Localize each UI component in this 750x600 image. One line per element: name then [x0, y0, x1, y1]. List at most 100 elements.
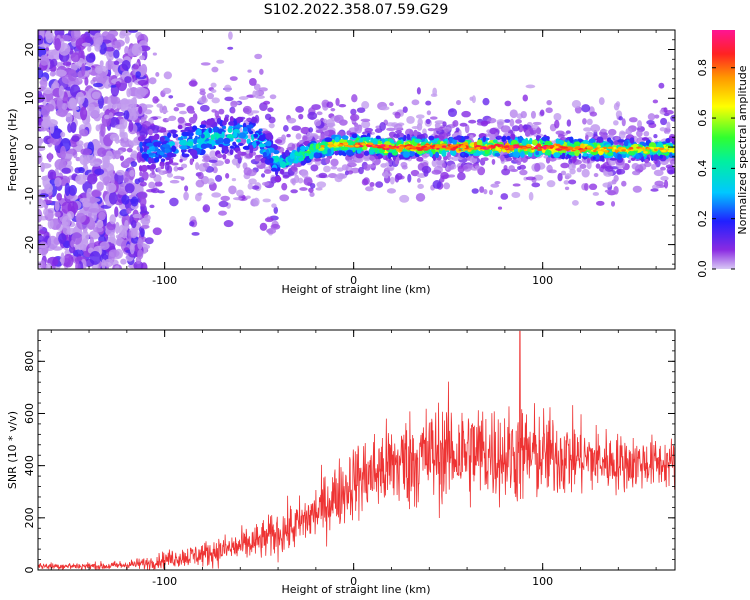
spectrogram-signal-cell [291, 166, 298, 171]
spectrogram-noise-cell [457, 172, 466, 181]
spectrogram-noise-cell [116, 169, 125, 176]
spectrogram-noise-cell [592, 191, 600, 196]
spectrogram-noise-cell [38, 110, 42, 118]
spectrogram-noise-cell [152, 96, 159, 104]
spectrogram-noise-cell [238, 96, 249, 100]
spectrogram-signal-cell [284, 149, 290, 157]
spectrogram-signal-cell [334, 136, 340, 143]
spectrogram-noise-cell [564, 186, 570, 191]
spectrogram-noise-cell [75, 37, 87, 51]
spectrogram-noise-cell [571, 100, 582, 109]
spectrogram-noise-cell [452, 120, 459, 127]
spectrogram-signal-cell [366, 136, 371, 141]
spectrogram-noise-cell [162, 87, 172, 94]
spectrogram-noise-cell [114, 136, 120, 144]
spectrogram-noise-cell [315, 187, 323, 191]
spectrogram-noise-cell [270, 223, 281, 230]
spectrogram-noise-cell [197, 171, 204, 180]
spectrogram-noise-cell [593, 173, 599, 178]
spectrogram-signal-cell [229, 115, 234, 123]
spectrogram-signal-cell [644, 158, 650, 164]
spectrogram-noise-cell [267, 107, 274, 113]
spectrogram-noise-cell [647, 113, 656, 121]
spectrogram-noise-cell [40, 76, 48, 90]
spectrogram-signal-cell [279, 161, 287, 169]
spectrogram-peak-cell [614, 149, 620, 153]
spectrogram-signal-cell [222, 153, 227, 160]
spectrogram-y-tick-label: 10 [23, 91, 36, 105]
spectrogram-signal-cell [251, 141, 257, 148]
spectrogram-noise-cell [440, 171, 449, 180]
spectrogram-noise-cell [206, 92, 215, 100]
spectrogram-signal-cell [586, 157, 591, 164]
spectrogram-noise-cell [143, 104, 154, 108]
spectrogram-signal-cell [545, 156, 551, 164]
spectrogram-peak-cell [449, 144, 457, 147]
spectrogram-peak-cell [594, 147, 598, 151]
spectrogram-signal-cell [200, 133, 205, 139]
spectrogram-signal-cell [544, 140, 552, 146]
spectrogram-noise-cell [38, 137, 44, 144]
spectrogram-noise-cell [124, 219, 129, 232]
spectrogram-noise-cell [557, 134, 565, 138]
spectrogram-noise-cell [489, 127, 498, 135]
spectrogram-peak-cell [355, 142, 359, 145]
spectrogram-signal-cell [242, 126, 248, 132]
spectrogram-noise-cell [99, 241, 110, 251]
spectrogram-noise-cell [461, 110, 471, 118]
spectrogram-signal-cell [620, 153, 627, 158]
spectrogram-noise-cell [259, 222, 268, 231]
spectrogram-peak-cell [536, 148, 543, 152]
spectrogram-peak-cell [621, 149, 626, 152]
spectrogram-signal-cell [323, 130, 330, 136]
spectrogram-noise-cell [307, 111, 318, 120]
spectrogram-signal-cell [299, 145, 307, 151]
spectrogram-signal-cell [289, 152, 295, 160]
spectrogram-signal-cell [376, 140, 383, 145]
spectrogram-noise-cell [202, 162, 210, 168]
spectrogram-peak-cell [604, 149, 609, 153]
spectrogram-signal-cell [355, 153, 364, 159]
spectrogram-noise-cell [628, 117, 638, 123]
spectrogram-noise-cell [354, 123, 360, 132]
spectrogram-noise-cell [130, 161, 138, 168]
spectrogram-noise-cell [547, 169, 557, 174]
spectrogram-signal-cell [229, 148, 234, 156]
spectrogram-noise-cell [560, 162, 570, 169]
spectrogram-signal-cell [519, 151, 525, 158]
spectrogram-noise-cell [85, 53, 96, 63]
spectrogram-noise-cell [509, 109, 518, 119]
spectrogram-noise-cell [602, 182, 612, 188]
spectrogram-signal-cell [340, 146, 349, 151]
spectrogram-peak-cell [342, 142, 347, 145]
spectrogram-noise-cell [118, 99, 130, 105]
spectrogram-noise-cell [346, 162, 357, 168]
spectrogram-noise-cell [184, 185, 189, 192]
spectrogram-noise-cell [84, 36, 93, 43]
spectrogram-noise-cell [56, 193, 63, 201]
spectrogram-noise-cell [511, 125, 520, 132]
spectrogram-noise-cell [330, 107, 336, 112]
spectrogram-signal-cell [237, 150, 242, 155]
spectrogram-signal-cell [627, 159, 631, 164]
spectrogram-noise-cell [39, 260, 46, 269]
spectrogram-noise-cell [474, 165, 481, 169]
spectrogram-peak-cell [658, 147, 665, 150]
snr-y-label: SNR (10 * v/v) [6, 411, 19, 489]
spectrogram-noise-cell [631, 162, 640, 170]
snr-axes: -100 0 100 0 200 400 600 800 [23, 329, 675, 588]
spectrogram-noise-cell [203, 155, 211, 162]
spectrogram-peak-cell [429, 145, 436, 148]
spectrogram-peak-cell [566, 146, 573, 149]
spectrogram-noise-cell [152, 52, 157, 56]
spectrogram-peak-cell [450, 148, 456, 151]
spectrogram-noise-cell [660, 117, 668, 126]
spectrogram-noise-cell [497, 206, 503, 210]
spectrogram-y-tick-label: 20 [23, 43, 36, 57]
spectrogram-noise-cell [632, 185, 642, 193]
spectrogram-noise-cell [132, 64, 140, 70]
spectrogram-signal-cell [274, 175, 282, 183]
spectrogram-noise-cell [71, 135, 80, 142]
snr-x-tick-label: 100 [532, 575, 553, 588]
spectrogram-noise-cell [281, 182, 288, 191]
